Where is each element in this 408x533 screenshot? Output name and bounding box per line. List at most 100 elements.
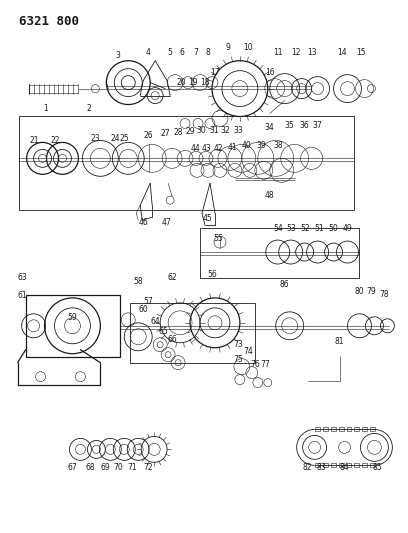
Text: 27: 27 — [160, 129, 170, 138]
Text: 26: 26 — [143, 131, 153, 140]
Text: 61: 61 — [18, 292, 27, 301]
Text: 21: 21 — [30, 136, 39, 145]
Text: 6321 800: 6321 800 — [19, 15, 79, 28]
Text: 18: 18 — [200, 78, 210, 87]
Text: 47: 47 — [161, 217, 171, 227]
Text: 57: 57 — [143, 297, 153, 306]
Text: 24: 24 — [111, 134, 120, 143]
Bar — [370, 427, 375, 431]
Text: 54: 54 — [273, 224, 283, 232]
Text: 71: 71 — [127, 463, 137, 472]
Text: 39: 39 — [256, 141, 266, 150]
Text: 43: 43 — [202, 144, 212, 153]
Text: 35: 35 — [285, 121, 295, 130]
Text: 67: 67 — [68, 463, 78, 472]
Text: 84: 84 — [340, 463, 349, 472]
Text: 7: 7 — [193, 48, 198, 57]
Text: 68: 68 — [86, 463, 95, 472]
Text: 85: 85 — [373, 463, 382, 472]
Text: 40: 40 — [242, 141, 252, 150]
Text: 37: 37 — [313, 121, 322, 130]
Text: 33: 33 — [233, 126, 243, 135]
Text: 41: 41 — [228, 143, 238, 152]
Text: 45: 45 — [203, 214, 213, 223]
Text: 3: 3 — [116, 51, 121, 60]
Bar — [355, 427, 359, 431]
Text: 9: 9 — [226, 43, 231, 52]
Text: 30: 30 — [196, 126, 206, 135]
Text: 74: 74 — [243, 347, 253, 356]
Text: 2: 2 — [86, 104, 91, 113]
Text: 38: 38 — [273, 141, 283, 150]
Bar — [330, 427, 335, 431]
Text: 69: 69 — [100, 463, 110, 472]
Text: 44: 44 — [190, 144, 200, 153]
Text: 32: 32 — [220, 126, 230, 135]
Bar — [339, 463, 344, 467]
Text: 63: 63 — [18, 273, 27, 282]
Text: 6: 6 — [180, 48, 184, 57]
Text: 77: 77 — [260, 360, 270, 369]
Bar — [355, 463, 359, 467]
Bar — [315, 463, 319, 467]
Text: 12: 12 — [291, 48, 300, 57]
Bar — [323, 463, 328, 467]
Text: 16: 16 — [265, 68, 275, 77]
Text: 22: 22 — [51, 136, 60, 145]
Text: 70: 70 — [113, 463, 123, 472]
Text: 56: 56 — [207, 270, 217, 279]
Text: 58: 58 — [133, 278, 143, 286]
Bar — [200, 228, 359, 278]
Text: 4: 4 — [146, 48, 151, 57]
Text: 79: 79 — [366, 287, 376, 296]
Text: 23: 23 — [91, 134, 100, 143]
Text: 66: 66 — [167, 335, 177, 344]
Text: 31: 31 — [209, 126, 219, 135]
Text: 72: 72 — [143, 463, 153, 472]
Bar — [330, 463, 335, 467]
Text: 34: 34 — [265, 123, 275, 132]
Text: 25: 25 — [120, 134, 129, 143]
Text: 49: 49 — [343, 224, 353, 232]
Text: 60: 60 — [138, 305, 148, 314]
Text: 17: 17 — [210, 68, 220, 77]
Bar — [362, 463, 368, 467]
Bar — [362, 427, 368, 431]
Text: 52: 52 — [301, 224, 310, 232]
Text: 20: 20 — [176, 78, 186, 87]
Text: 73: 73 — [233, 340, 243, 349]
Text: 11: 11 — [273, 48, 282, 57]
Text: 76: 76 — [250, 360, 260, 369]
Bar — [346, 463, 352, 467]
Bar — [19, 116, 355, 210]
Text: 81: 81 — [335, 337, 344, 346]
Bar — [26, 295, 120, 357]
Text: 15: 15 — [357, 48, 366, 57]
Text: 83: 83 — [317, 463, 326, 472]
Text: 62: 62 — [167, 273, 177, 282]
Text: 46: 46 — [138, 217, 148, 227]
Text: 10: 10 — [243, 43, 253, 52]
Text: 29: 29 — [185, 127, 195, 136]
Text: 8: 8 — [206, 48, 211, 57]
Text: 64: 64 — [150, 317, 160, 326]
Text: 55: 55 — [213, 233, 223, 243]
Text: 19: 19 — [188, 78, 198, 87]
Bar — [315, 427, 319, 431]
Text: 14: 14 — [337, 48, 346, 57]
Text: 59: 59 — [68, 313, 78, 322]
Text: 78: 78 — [379, 290, 389, 300]
Text: 13: 13 — [307, 48, 317, 57]
Text: 48: 48 — [265, 191, 275, 200]
Text: 65: 65 — [158, 327, 168, 336]
Text: 53: 53 — [287, 224, 297, 232]
Text: 51: 51 — [315, 224, 324, 232]
Text: 86: 86 — [280, 280, 290, 289]
Text: 28: 28 — [173, 128, 183, 137]
Text: 50: 50 — [329, 224, 338, 232]
Text: 42: 42 — [213, 144, 223, 153]
Bar — [346, 427, 352, 431]
Bar — [130, 303, 255, 362]
Text: 75: 75 — [233, 355, 243, 364]
Text: 1: 1 — [43, 104, 48, 113]
